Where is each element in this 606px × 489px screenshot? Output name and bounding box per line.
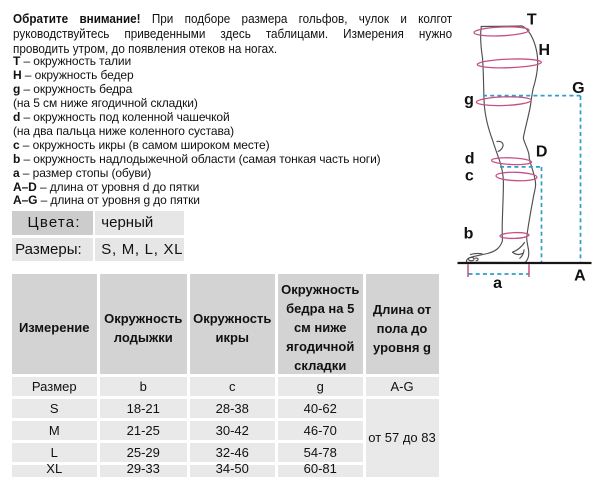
svg-text:T: T (527, 12, 537, 29)
svg-text:a: a (493, 275, 502, 292)
svg-text:g: g (464, 91, 474, 108)
svg-text:A: A (574, 268, 586, 285)
svg-text:G: G (572, 80, 584, 97)
svg-text:H: H (539, 42, 551, 59)
svg-text:D: D (536, 144, 548, 161)
svg-text:c: c (465, 167, 474, 184)
svg-text:d: d (465, 151, 475, 168)
svg-text:b: b (464, 225, 474, 242)
